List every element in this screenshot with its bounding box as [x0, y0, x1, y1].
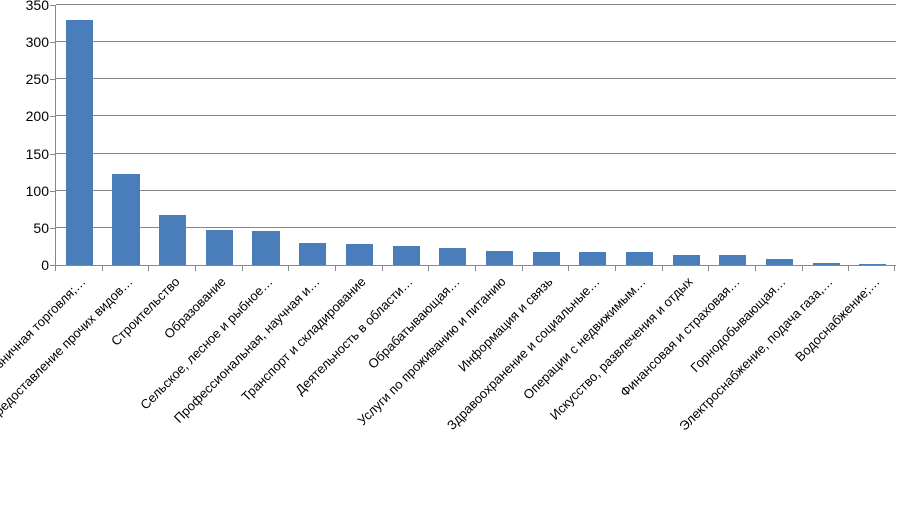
x-tick-mark: [802, 265, 803, 271]
x-tick-mark: [382, 265, 383, 271]
bar: [813, 263, 840, 265]
bar: [252, 231, 279, 265]
bar-slot: [523, 5, 570, 265]
bar: [299, 243, 326, 265]
bar-slot: [289, 5, 336, 265]
x-tick-mark: [894, 265, 895, 271]
bar: [486, 251, 513, 265]
bar-slot: [243, 5, 290, 265]
x-tick-mark: [288, 265, 289, 271]
x-tick-mark: [475, 265, 476, 271]
bar-slot: [383, 5, 430, 265]
x-tick-mark: [615, 265, 616, 271]
y-tick-label: 100: [5, 183, 49, 199]
x-tick-mark: [755, 265, 756, 271]
x-tick-mark: [568, 265, 569, 271]
bar-slot: [849, 5, 896, 265]
x-tick-mark: [662, 265, 663, 271]
bar: [626, 252, 653, 265]
bar: [673, 255, 700, 265]
x-axis-label: Водоснабжение;…: [792, 274, 882, 364]
y-tick-label: 350: [5, 0, 49, 13]
x-tick-mark: [195, 265, 196, 271]
x-tick-mark: [55, 265, 56, 271]
bar: [393, 246, 420, 265]
bar: [112, 174, 139, 265]
bar: [66, 20, 93, 265]
y-tick-label: 50: [5, 220, 49, 236]
bar: [533, 252, 560, 265]
bar-slot: [336, 5, 383, 265]
bar: [719, 255, 746, 265]
bar-slot: [149, 5, 196, 265]
bar-slot: [616, 5, 663, 265]
x-tick-mark: [242, 265, 243, 271]
bar-slot: [476, 5, 523, 265]
x-tick-mark: [522, 265, 523, 271]
x-tick-mark: [102, 265, 103, 271]
x-tick-mark: [335, 265, 336, 271]
y-tick-label: 250: [5, 71, 49, 87]
bar-slot: [803, 5, 850, 265]
x-tick-mark: [428, 265, 429, 271]
bar: [579, 252, 606, 265]
bar-slot: [103, 5, 150, 265]
y-tick-label: 300: [5, 34, 49, 50]
bar: [859, 264, 886, 265]
bar-slot: [709, 5, 756, 265]
y-tick-label: 0: [5, 257, 49, 273]
bars-group: [56, 5, 896, 265]
bar-slot: [429, 5, 476, 265]
bar-slot: [663, 5, 710, 265]
bar: [346, 244, 373, 265]
bar: [439, 248, 466, 265]
x-tick-mark: [148, 265, 149, 271]
y-tick-label: 150: [5, 146, 49, 162]
y-tick-label: 200: [5, 108, 49, 124]
x-tick-mark: [708, 265, 709, 271]
bar-slot: [569, 5, 616, 265]
bar: [159, 215, 186, 266]
bar-slot: [196, 5, 243, 265]
bar: [206, 230, 233, 265]
plot-area: [55, 5, 896, 266]
bar: [766, 259, 793, 265]
bar-chart: 050100150200250300350 Оптовая и рознична…: [0, 0, 897, 517]
bar-slot: [756, 5, 803, 265]
x-tick-mark: [848, 265, 849, 271]
bar-slot: [56, 5, 103, 265]
